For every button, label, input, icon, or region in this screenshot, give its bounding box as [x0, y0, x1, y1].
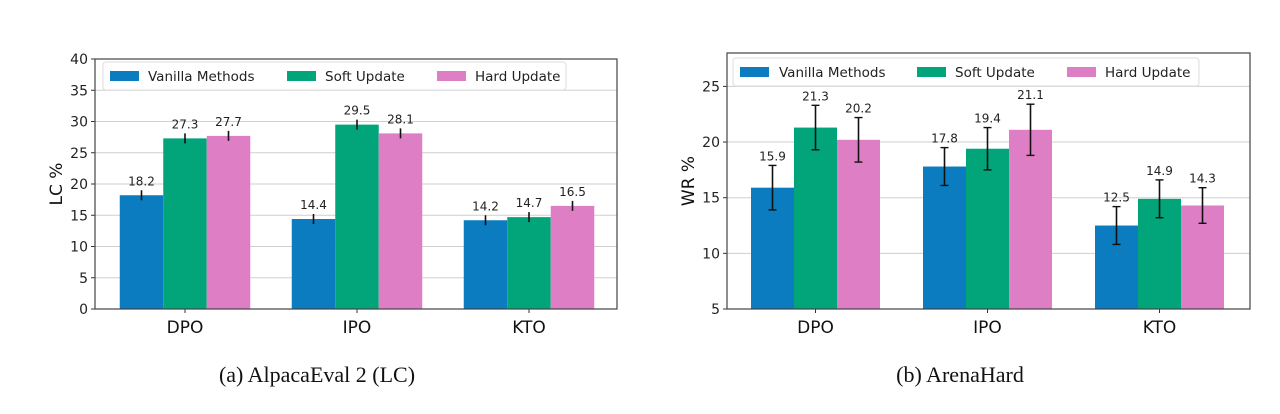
data-label: 14.2: [472, 199, 499, 213]
x-tick-label: DPO: [797, 318, 834, 338]
bar: [163, 138, 207, 309]
data-label: 16.5: [559, 185, 586, 199]
legend-item: Soft Update: [917, 65, 1035, 81]
y-tick-label: 15: [702, 191, 720, 207]
y-tick-label: 10: [702, 246, 720, 262]
y-axis-title: LC %: [47, 163, 67, 206]
legend-label: Vanilla Methods: [148, 69, 255, 85]
chart-alpacaeval: 0 5 10 15 20 25 30 35 40 18.2 14.4 14.2 27.3 29.5 14.7…: [47, 52, 618, 387]
bar: [206, 135, 251, 309]
chart-arenahard: 5 10 15 20 25 15.9 17.8 12.5 21.3 19.4 14.9 20.2 21.…: [679, 52, 1251, 387]
y-tick-label: 25: [702, 79, 720, 95]
y-tick-label: 30: [70, 115, 88, 131]
legend-label: Soft Update: [325, 69, 405, 85]
legend-box: [732, 57, 1200, 87]
y-tick-label: 10: [70, 240, 88, 256]
figure-caption: (a) AlpacaEval 2 (LC): [219, 362, 415, 387]
bar: [923, 166, 966, 309]
data-label: 27.3: [172, 117, 199, 131]
y-tick-label: 25: [70, 146, 88, 162]
y-tick-label: 5: [711, 302, 720, 318]
legend: Vanilla Methods Soft Update Hard Update: [732, 57, 1200, 87]
bar: [966, 148, 1009, 309]
legend-swatch: [917, 67, 946, 77]
axes-frame: [94, 58, 618, 310]
bar: [378, 133, 423, 309]
axes-frame: [726, 52, 1251, 310]
data-label: 14.9: [1146, 164, 1173, 178]
x-tick-label: IPO: [973, 318, 1002, 338]
data-label: 17.8: [931, 132, 958, 146]
data-label: 21.1: [1017, 88, 1044, 102]
legend-swatch: [110, 71, 139, 81]
y-tick-label: 40: [70, 52, 88, 68]
legend-item: Hard Update: [1067, 65, 1191, 81]
bar: [1009, 129, 1052, 309]
figure-caption: (b) ArenaHard: [896, 362, 1024, 387]
data-label: 29.5: [344, 104, 371, 118]
legend-label: Hard Update: [475, 69, 561, 85]
bar: [335, 124, 379, 309]
legend-item: Vanilla Methods: [110, 69, 255, 85]
y-tick-label: 20: [702, 135, 720, 151]
data-label: 19.4: [974, 112, 1001, 126]
bar: [837, 139, 880, 309]
legend-label: Vanilla Methods: [779, 65, 886, 81]
data-label: 15.9: [759, 149, 786, 163]
y-tick-label: 0: [79, 302, 88, 318]
x-tick-label: KTO: [1143, 318, 1177, 338]
bar: [119, 195, 164, 309]
y-tick-label: 5: [79, 271, 88, 287]
data-label: 28.1: [387, 112, 414, 126]
data-label: 14.4: [300, 198, 327, 212]
legend-item: Vanilla Methods: [740, 65, 886, 81]
legend-item: Hard Update: [437, 69, 561, 85]
x-tick-label: KTO: [512, 318, 546, 338]
data-label: 27.7: [215, 115, 242, 129]
legend-swatch: [740, 67, 769, 77]
legend-label: Hard Update: [1105, 65, 1191, 81]
legend-swatch: [287, 71, 316, 81]
legend-box: [102, 61, 567, 91]
data-label: 20.2: [845, 102, 872, 116]
y-tick-label: 15: [70, 208, 88, 224]
data-label: 12.5: [1103, 191, 1130, 205]
legend: Vanilla Methods Soft Update Hard Update: [102, 61, 567, 91]
legend-swatch: [437, 71, 466, 81]
legend-swatch: [1067, 67, 1096, 77]
y-axis-title: WR %: [679, 156, 699, 206]
data-label: 21.3: [802, 89, 829, 103]
x-tick-label: DPO: [167, 318, 204, 338]
bar: [291, 219, 336, 309]
data-label: 14.7: [516, 196, 543, 210]
y-tick-label: 20: [70, 177, 88, 193]
bar: [550, 205, 595, 309]
data-label: 18.2: [128, 174, 155, 188]
legend-label: Soft Update: [955, 65, 1035, 81]
data-label: 14.3: [1189, 172, 1216, 186]
y-tick-label: 35: [70, 83, 88, 99]
bar: [463, 220, 508, 309]
legend-item: Soft Update: [287, 69, 405, 85]
x-tick-label: IPO: [343, 318, 372, 338]
bar: [507, 217, 551, 309]
bar: [794, 127, 837, 309]
